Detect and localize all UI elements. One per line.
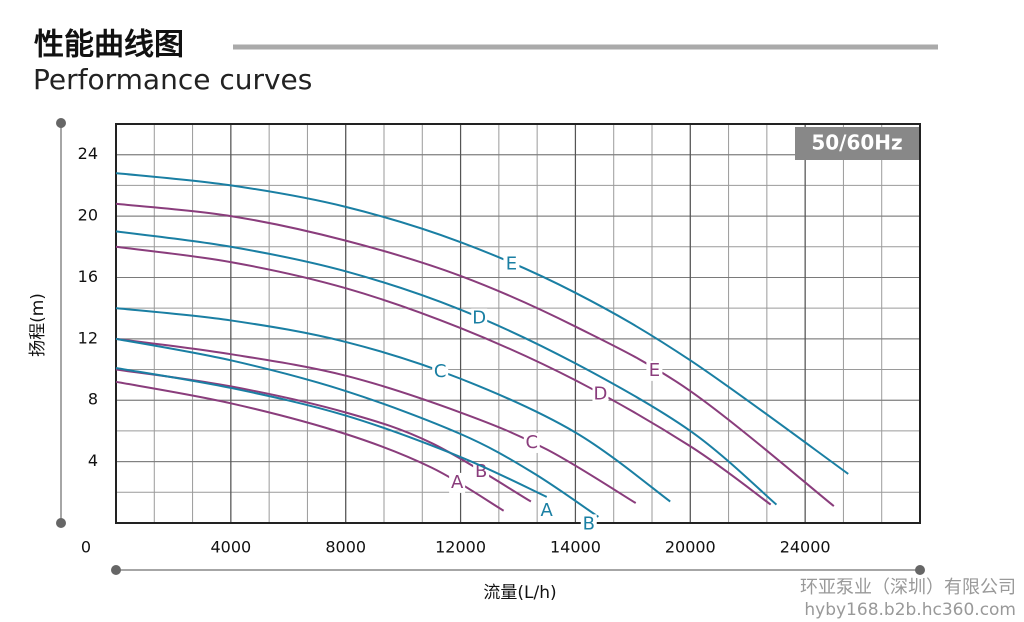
- curve-label: B: [583, 513, 595, 534]
- axis-dot: [56, 518, 66, 528]
- y-tick-label: 0: [81, 538, 91, 557]
- curve: [115, 380, 505, 512]
- curve-label: D: [472, 307, 486, 328]
- axis-dot: [56, 118, 66, 128]
- x-tick-label: 12000: [435, 538, 486, 557]
- x-tick-label: 20000: [665, 538, 716, 557]
- y-tick-label: 20: [78, 206, 98, 225]
- axis-dot: [111, 565, 121, 575]
- curve-label: A: [451, 472, 464, 493]
- y-tick-label: 16: [78, 267, 98, 286]
- curve: [115, 307, 671, 503]
- x-tick-label: 24000: [780, 538, 831, 557]
- curve: [115, 245, 772, 506]
- curve-label-bg: [646, 360, 663, 381]
- y-tick-label: 4: [88, 451, 98, 470]
- curve-label: C: [434, 361, 447, 382]
- curve-label-bg: [523, 432, 540, 453]
- x-tick-label: 14000: [550, 538, 601, 557]
- y-tick-label: 12: [78, 328, 98, 347]
- x-axis-label: 流量(L/h): [483, 583, 556, 603]
- y-tick-label: 24: [78, 144, 98, 163]
- curve-label-bg: [471, 308, 488, 329]
- y-tick-label: 8: [88, 390, 98, 409]
- curve-label-bg: [592, 384, 609, 405]
- chart-subtitle: Performance curves: [33, 63, 312, 96]
- curve-label: C: [525, 432, 538, 453]
- curve: [115, 230, 778, 506]
- curve: [115, 172, 849, 475]
- badge: 50/60Hz: [811, 131, 902, 155]
- badge-bg: [795, 127, 919, 160]
- curve-label: E: [649, 360, 660, 381]
- curve: [115, 367, 548, 498]
- chart-title: 性能曲线图: [34, 28, 184, 63]
- watermark: 环亚泵业（深圳）有限公司: [800, 577, 1016, 598]
- curve-label-bg: [503, 254, 520, 275]
- curve: [115, 202, 835, 507]
- curve-label: A: [541, 500, 554, 521]
- curve: [115, 337, 599, 518]
- curve: [115, 368, 532, 503]
- curve: [115, 337, 637, 504]
- watermark: hyby168.b2b.hc360.com: [804, 600, 1016, 620]
- curve-label: D: [594, 384, 608, 405]
- x-tick-label: 4000: [210, 538, 251, 557]
- y-axis-label: 扬程(m): [28, 293, 48, 357]
- curve-label-bg: [538, 500, 555, 521]
- x-tick-label: 8000: [325, 538, 366, 557]
- curve-label-bg: [432, 362, 449, 383]
- plot-frame: [115, 123, 921, 524]
- curve-label-bg: [449, 472, 466, 493]
- axis-dot: [915, 565, 925, 575]
- curve-label-bg: [580, 514, 597, 535]
- curve-label: E: [506, 254, 517, 275]
